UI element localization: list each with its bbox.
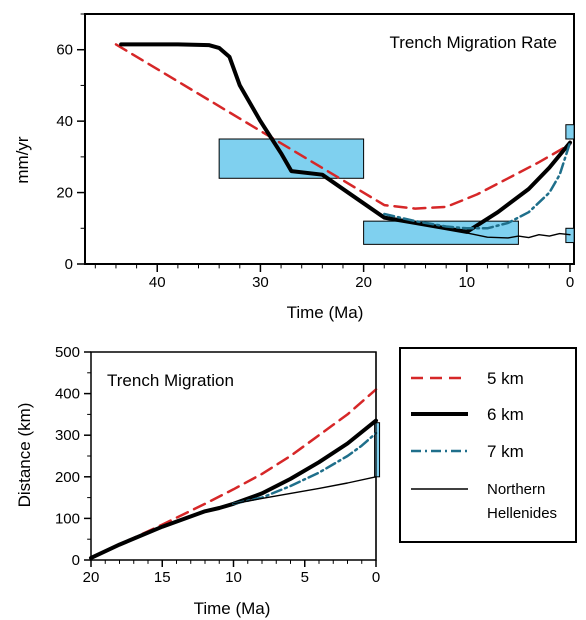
top-series-lines <box>114 42 572 239</box>
y-tick-label: 0 <box>72 552 80 569</box>
y-tick-label: 100 <box>55 510 80 527</box>
series-line-red-dashed <box>89 388 378 560</box>
uncertainty-box <box>565 227 575 244</box>
y-tick-label: 20 <box>56 185 73 202</box>
x-tick-label: 0 <box>372 569 380 586</box>
legend-label: 7 km <box>487 442 524 461</box>
x-tick-label: 5 <box>301 569 309 586</box>
x-tick-label: 20 <box>83 569 100 586</box>
uncertainty-box <box>363 220 519 245</box>
top-y-axis-title: mm/yr <box>13 136 32 184</box>
series-line-red-dashed <box>114 43 572 210</box>
y-tick-label: 200 <box>55 469 80 486</box>
series-line-teal-dashdot <box>383 141 572 230</box>
legend-label: 6 km <box>487 405 524 424</box>
series-line-black-thin <box>232 476 377 505</box>
series-line-black-thin <box>466 232 571 239</box>
bottom-uncertainty-boxes <box>374 422 381 478</box>
bottom-y-axis-title: Distance (km) <box>15 403 34 508</box>
top-x-axis-title: Time (Ma) <box>287 303 364 322</box>
x-tick-label: 0 <box>566 274 574 291</box>
top-chart-title: Trench Migration Rate <box>389 33 557 52</box>
x-tick-label: 10 <box>458 274 475 291</box>
y-tick-label: 300 <box>55 427 80 444</box>
uncertainty-box <box>374 422 381 478</box>
legend-label: Hellenides <box>487 505 557 522</box>
series-line-teal-dashdot <box>232 431 378 506</box>
y-tick-label: 40 <box>56 113 73 130</box>
legend-box <box>399 347 577 543</box>
uncertainty-box <box>565 124 575 140</box>
x-tick-label: 15 <box>154 569 171 586</box>
x-tick-label: 10 <box>225 569 242 586</box>
legend: 5 km 6 km 7 km Northern Hellenides <box>411 369 557 522</box>
y-tick-label: 0 <box>65 256 73 273</box>
x-tick-label: 40 <box>149 274 166 291</box>
x-tick-label: 30 <box>252 274 269 291</box>
legend-label: 5 km <box>487 369 524 388</box>
bottom-series-lines <box>89 388 378 560</box>
legend-label: Northern <box>487 481 545 498</box>
bottom-x-axis-title: Time (Ma) <box>194 599 271 618</box>
series-line-black-thick <box>119 42 572 234</box>
top-axis-ticks: 40 30 20 10 0 0 20 40 60 <box>56 13 574 291</box>
y-tick-label: 500 <box>55 344 80 361</box>
y-tick-label: 400 <box>55 386 80 403</box>
bottom-chart-title: Trench Migration <box>107 371 234 390</box>
x-tick-label: 20 <box>355 274 372 291</box>
y-tick-label: 60 <box>56 42 73 59</box>
